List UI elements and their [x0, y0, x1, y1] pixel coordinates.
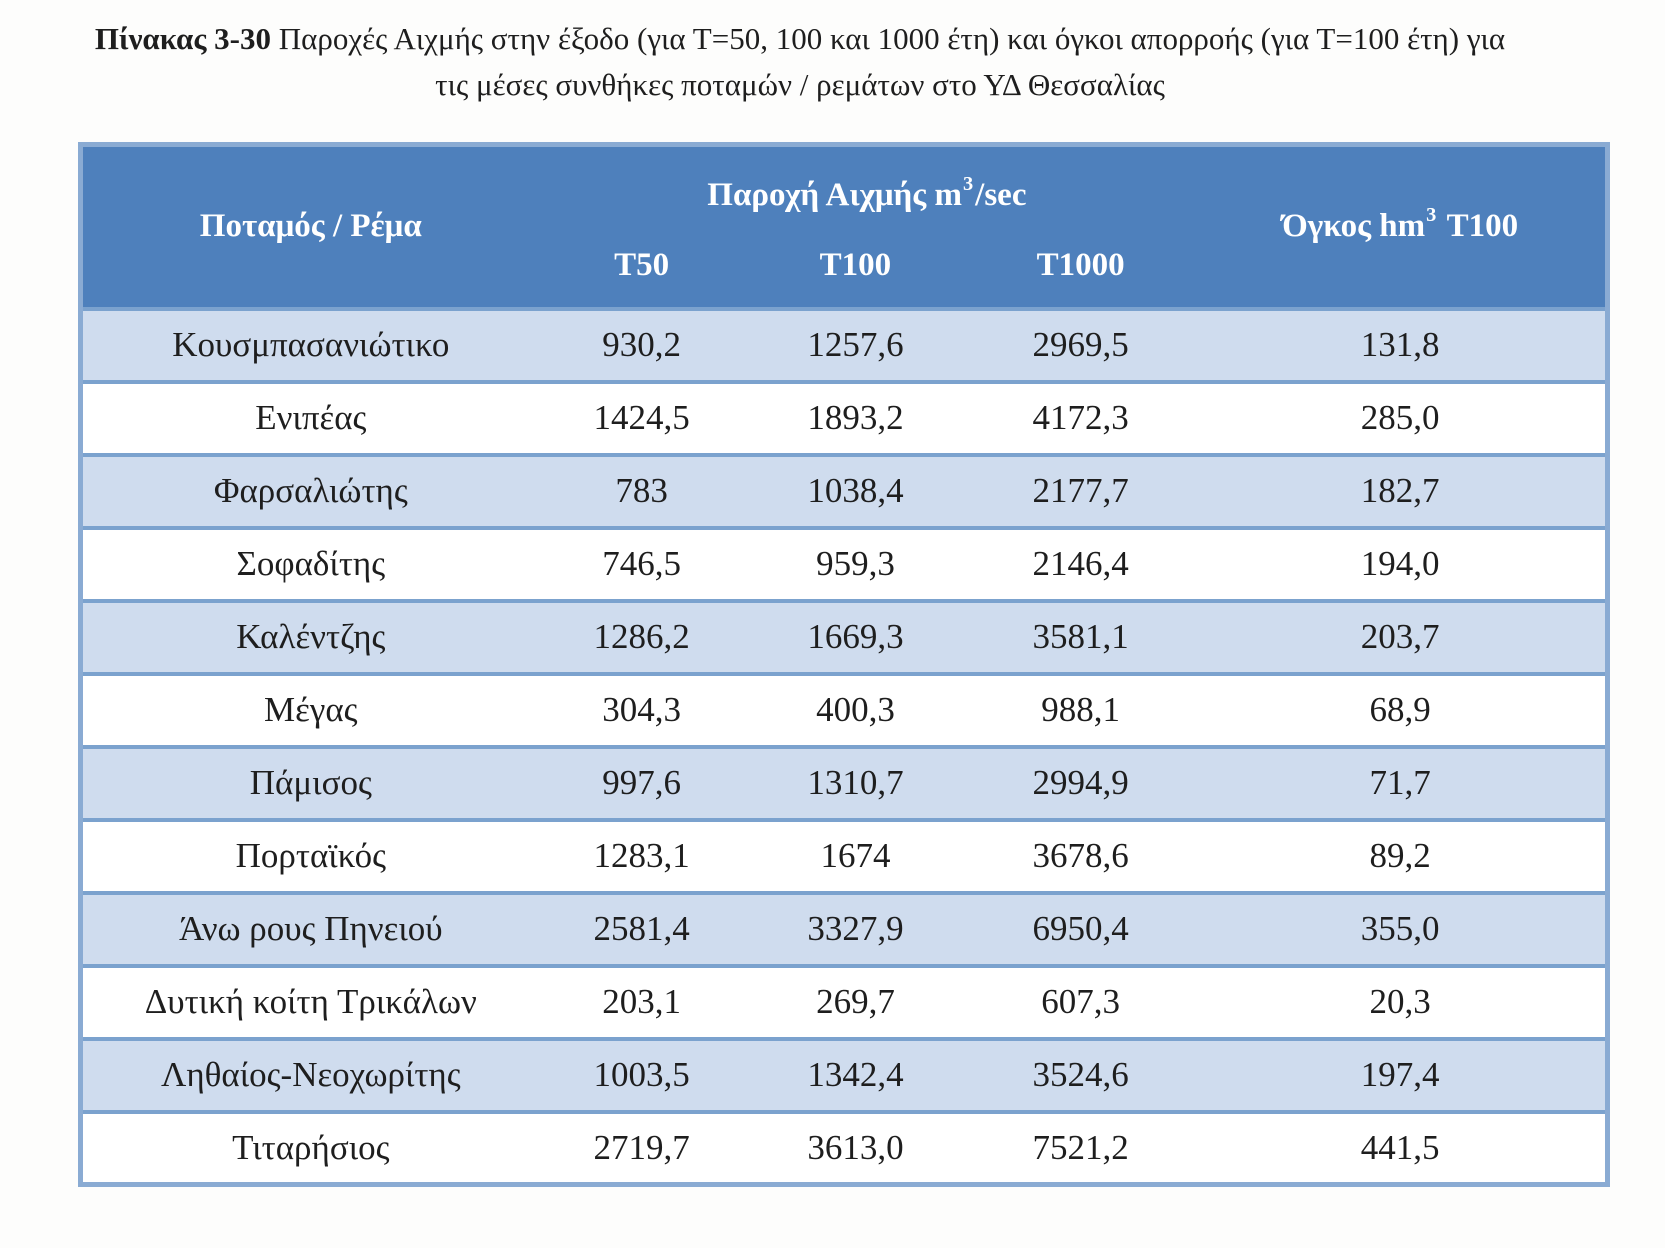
volume-value-cell: 194,0: [1195, 525, 1608, 601]
t100-value-cell: 3327,9: [744, 890, 967, 966]
table-caption: Πίνακας 3-30 Παροχές Αιχμής στην έξοδο (…: [80, 16, 1520, 108]
river-name-cell: Δυτική κοίτη Τρικάλων: [80, 963, 539, 1039]
t50-value-cell: 783: [538, 452, 745, 528]
t100-value-cell: 1669,3: [744, 598, 967, 674]
volume-suffix: Τ100: [1438, 208, 1519, 245]
river-name-cell: Άνω ρους Πηνειού: [80, 890, 539, 966]
t1000-value-cell: 4172,3: [966, 379, 1196, 455]
t1000-value-cell: 607,3: [966, 963, 1196, 1039]
table-caption-text: Παροχές Αιχμής στην έξοδο (για Τ=50, 100…: [271, 21, 1506, 102]
t100-value-cell: 1674: [744, 817, 967, 893]
river-name-cell: Πορταϊκός: [80, 817, 539, 893]
table-row: Δυτική κοίτη Τρικάλων 203,1 269,7 607,3 20,3: [80, 963, 1608, 1039]
header-row-sub: Τ50 Τ100 Τ1000: [81, 244, 1608, 309]
t50-value-cell: 930,2: [538, 306, 745, 382]
peak-flow-label: Παροχή Αιχμής m: [707, 177, 962, 214]
peak-flow-table: Ποταμός / Ρέμα Παροχή Αιχμής m3/sec Όγκο…: [78, 142, 1610, 1187]
t50-value-cell: 2719,7: [538, 1109, 745, 1185]
river-name-cell: Σοφαδίτης: [80, 525, 539, 601]
table-row: Ενιπέας 1424,5 1893,2 4172,3 285,0: [80, 379, 1608, 455]
table-row: Άνω ρους Πηνειού 2581,4 3327,9 6950,4 355,0: [80, 890, 1608, 966]
table-row: Κουσμπασανιώτικο 930,2 1257,6 2969,5 131,8: [80, 306, 1608, 382]
table-row: Μέγας 304,3 400,3 988,1 68,9: [80, 671, 1608, 747]
table-row: Πάμισος 997,6 1310,7 2994,9 71,7: [80, 744, 1608, 820]
t1000-value-cell: 2146,4: [966, 525, 1196, 601]
table-row: Σοφαδίτης 746,5 959,3 2146,4 194,0: [80, 525, 1608, 601]
t50-value-cell: 1286,2: [538, 598, 745, 674]
t50-value-cell: 746,5: [538, 525, 745, 601]
river-name-cell: Τιταρήσιος: [80, 1109, 539, 1185]
t100-value-cell: 1038,4: [744, 452, 967, 528]
t100-value-cell: 3613,0: [744, 1109, 967, 1185]
header-peak-flow-group: Παροχή Αιχμής m3/sec: [538, 144, 1196, 245]
river-name-cell: Κουσμπασανιώτικο: [80, 306, 539, 382]
river-name-cell: Καλέντζης: [80, 598, 539, 674]
volume-value-cell: 441,5: [1195, 1109, 1608, 1185]
header-row-main: Ποταμός / Ρέμα Παροχή Αιχμής m3/sec Όγκο…: [80, 144, 1608, 309]
peak-flow-superscript: 3: [962, 172, 974, 195]
t1000-value-cell: 3678,6: [966, 817, 1196, 893]
t100-value-cell: 1310,7: [744, 744, 967, 820]
river-name-cell: Φαρσαλιώτης: [80, 452, 539, 528]
t50-value-cell: 997,6: [538, 744, 745, 820]
table-header: Ποταμός / Ρέμα Παροχή Αιχμής m3/sec Όγκο…: [80, 144, 1608, 309]
volume-value-cell: 71,7: [1195, 744, 1608, 820]
header-t100: Τ100: [744, 244, 967, 309]
header-t1000: Τ1000: [966, 244, 1196, 309]
t50-value-cell: 203,1: [538, 963, 745, 1039]
t1000-value-cell: 3581,1: [966, 598, 1196, 674]
volume-value-cell: 20,3: [1195, 963, 1608, 1039]
t50-value-cell: 1003,5: [538, 1036, 745, 1112]
river-name-cell: Πάμισος: [80, 744, 539, 820]
volume-value-cell: 285,0: [1195, 379, 1608, 455]
t100-value-cell: 959,3: [744, 525, 967, 601]
header-t50: Τ50: [538, 244, 745, 309]
t1000-value-cell: 2994,9: [966, 744, 1196, 820]
t100-value-cell: 1893,2: [744, 379, 967, 455]
table-row: Πορταϊκός 1283,1 1674 3678,6 89,2: [80, 817, 1608, 893]
t100-value-cell: 1342,4: [744, 1036, 967, 1112]
peak-flow-unit: /sec: [975, 177, 1027, 214]
t1000-value-cell: 3524,6: [966, 1036, 1196, 1112]
table-row: Ληθαίος-Νεοχωρίτης 1003,5 1342,4 3524,6 197,…: [80, 1036, 1608, 1112]
header-volume-column: Όγκος hm3 Τ100: [1195, 144, 1608, 309]
river-name-cell: Ενιπέας: [80, 379, 539, 455]
volume-label: Όγκος hm: [1282, 208, 1426, 245]
table-caption-number: Πίνακας 3-30: [94, 21, 272, 56]
t50-value-cell: 1424,5: [538, 379, 745, 455]
t1000-value-cell: 2969,5: [966, 306, 1196, 382]
volume-value-cell: 89,2: [1195, 817, 1608, 893]
t1000-value-cell: 2177,7: [966, 452, 1196, 528]
t1000-value-cell: 7521,2: [966, 1109, 1196, 1185]
table-row: Καλέντζης 1286,2 1669,3 3581,1 203,7: [80, 598, 1608, 674]
volume-value-cell: 131,8: [1195, 306, 1608, 382]
volume-value-cell: 68,9: [1195, 671, 1608, 747]
table-row: Τιταρήσιος 2719,7 3613,0 7521,2 441,5: [80, 1109, 1608, 1185]
t1000-value-cell: 6950,4: [966, 890, 1196, 966]
t100-value-cell: 1257,6: [744, 306, 967, 382]
table-row: Φαρσαλιώτης 783 1038,4 2177,7 182,7: [80, 452, 1608, 528]
t50-value-cell: 304,3: [538, 671, 745, 747]
river-name-cell: Ληθαίος-Νεοχωρίτης: [80, 1036, 539, 1112]
table-body: Κουσμπασανιώτικο 930,2 1257,6 2969,5 131,8 Εν…: [80, 306, 1608, 1185]
header-river-column: Ποταμός / Ρέμα: [80, 144, 539, 309]
volume-superscript: 3: [1426, 203, 1437, 226]
t1000-value-cell: 988,1: [966, 671, 1196, 747]
volume-value-cell: 197,4: [1195, 1036, 1608, 1112]
volume-value-cell: 203,7: [1195, 598, 1608, 674]
t50-value-cell: 2581,4: [538, 890, 745, 966]
volume-value-cell: 355,0: [1195, 890, 1608, 966]
volume-value-cell: 182,7: [1195, 452, 1608, 528]
river-name-cell: Μέγας: [80, 671, 539, 747]
t50-value-cell: 1283,1: [538, 817, 745, 893]
t100-value-cell: 269,7: [744, 963, 967, 1039]
t100-value-cell: 400,3: [744, 671, 967, 747]
